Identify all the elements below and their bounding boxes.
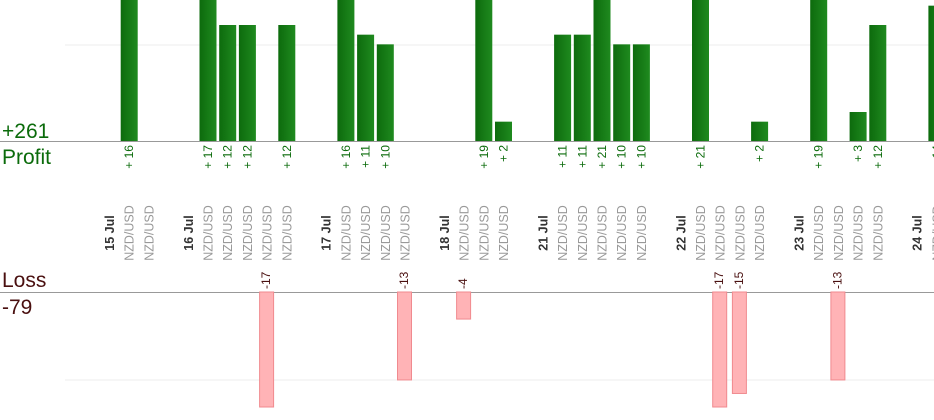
profit-bar [278,25,296,141]
date-label: 17 Jul [320,215,334,250]
profit-value-label: + 19 [812,145,826,169]
date-label: 15 Jul [103,215,117,250]
pair-label: NZD/USD [497,205,511,261]
loss-bar [259,291,275,408]
loss-value-label: -4 [456,278,470,289]
pair-label: NZD/USD [202,205,216,261]
date-label: 16 Jul [182,215,196,250]
profit-value-label: + 12 [280,145,294,169]
profit-value-label: + 12 [871,145,885,169]
date-label: 21 Jul [536,215,550,250]
pair-label: NZD/USD [615,205,629,261]
profit-bar [357,34,375,141]
profit-value-label: + 14 [930,145,934,169]
pair-label: NZD/USD [241,205,255,261]
pair-label: NZD/USD [635,205,649,261]
profit-bar [120,0,138,141]
loss-bar [456,291,472,320]
profit-total: +261 [2,120,50,143]
profit-value-label: + 12 [221,145,235,169]
profit-value-label: + 2 [497,145,511,162]
pair-label: NZD/USD [812,205,826,261]
profit-bar [199,0,217,141]
pair-label: NZD/USD [753,205,767,261]
pair-label: NZD/USD [359,205,373,261]
profit-bar [337,0,355,141]
profit-bar [554,34,572,141]
profit-value-label: + 12 [240,145,254,169]
date-label: 24 Jul [911,215,925,250]
pair-label: NZD/USD [733,205,747,261]
profit-value-label: + 10 [378,145,392,169]
profit-value-label: + 2 [753,145,767,162]
profit-value-label: + 10 [634,145,648,169]
loss-value-label: -13 [397,271,411,289]
date-label: 22 Jul [674,215,688,250]
pair-label: NZD/USD [339,205,353,261]
pair-label: NZD/USD [556,205,570,261]
pair-label: NZD/USD [142,205,156,261]
pair-label: NZD/USD [596,205,610,261]
profit-value-label: + 17 [201,145,215,169]
pair-label: NZD/USD [221,205,235,261]
loss-bar [731,291,747,394]
profit-bar [613,44,631,142]
loss-bar [830,291,846,381]
profit-value-label: + 19 [477,145,491,169]
pair-label: NZD/USD [694,205,708,261]
profit-bar [475,0,493,141]
pair-label: NZD/USD [871,205,885,261]
date-label: 23 Jul [793,215,807,250]
profit-bar [751,121,769,141]
pair-label: NZD/USD [261,205,275,261]
pair-label: NZD/USD [852,205,866,261]
pair-label: NZD/USD [832,205,846,261]
pair-label: NZD/USD [379,205,393,261]
profit-label: Profit [2,146,52,169]
profit-bar [810,0,828,141]
profit-value-label: + 11 [575,145,589,168]
loss-total: -79 [2,296,33,319]
profit-bar [869,25,887,141]
profit-bar [376,44,394,142]
pair-label: NZD/USD [930,205,934,261]
profit-bar [849,112,867,141]
profit-bar [495,121,512,141]
loss-label: Loss [2,269,47,292]
pair-label: NZD/USD [123,205,137,261]
loss-value-label: -13 [830,271,844,289]
pair-label: NZD/USD [714,205,728,261]
pair-label: NZD/USD [399,205,413,261]
profit-value-label: + 11 [359,145,373,168]
profit-bar [632,44,650,142]
pair-label: NZD/USD [280,205,294,261]
profit-value-label: + 21 [694,145,708,169]
loss-bar [397,291,412,381]
profit-value-label: + 21 [595,145,609,169]
profit-bar [238,25,256,141]
profit-value-label: + 10 [615,145,629,169]
loss-value-label: -15 [732,271,746,289]
pair-label: NZD/USD [576,205,590,261]
profit-bar [692,0,709,141]
pair-label: NZD/USD [458,205,472,261]
profit-bar [219,25,237,141]
loss-value-label: -17 [259,271,273,289]
profit-value-label: + 16 [339,145,353,169]
profit-bar [593,0,611,141]
profit-value-label: + 11 [556,145,570,168]
profit-value-label: + 3 [851,145,865,162]
loss-bar [712,291,728,408]
date-label: 18 Jul [438,215,452,250]
pair-label: NZD/USD [477,205,491,261]
loss-value-label: -17 [712,271,726,289]
profit-bar [928,5,934,141]
profit-bar [573,34,591,141]
profit-value-label: + 16 [122,145,136,169]
